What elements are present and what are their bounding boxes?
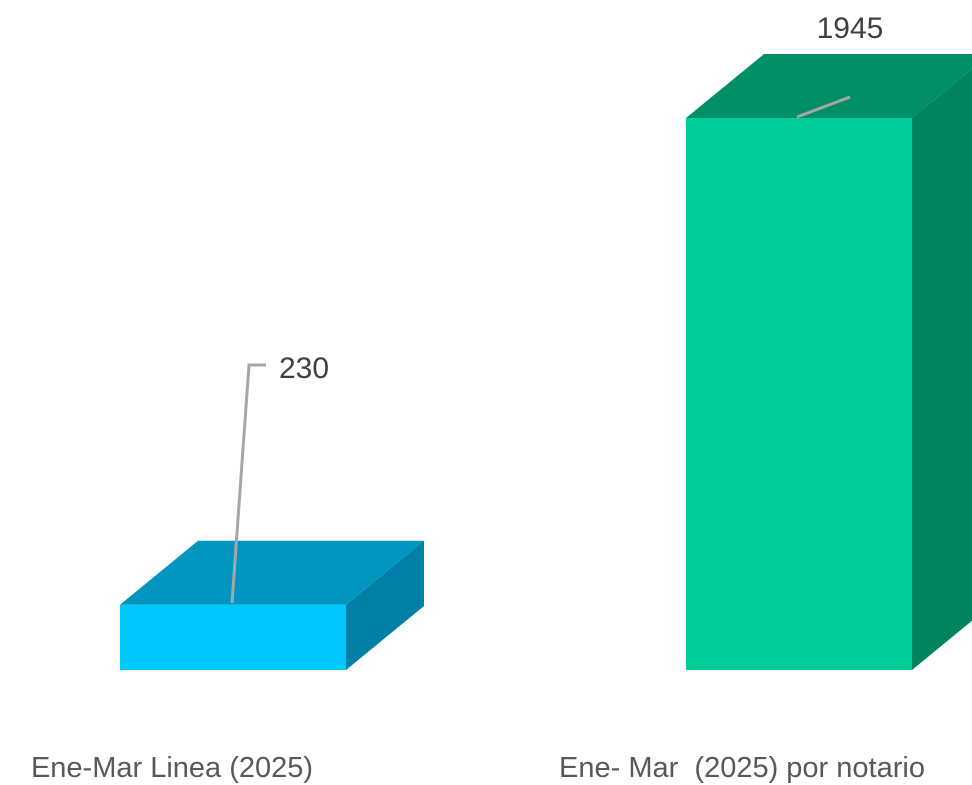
bar-2-side (912, 68, 972, 670)
bar-2-front (686, 118, 912, 670)
leader-line-1 (230, 363, 266, 604)
data-label-2: 1945 (817, 12, 884, 45)
bar-1-side (346, 540, 424, 670)
category-label-2: Ene- Mar (2025) por notario (559, 752, 925, 784)
bar-1-top (120, 540, 424, 605)
bar-2-top (686, 54, 972, 118)
leader-line-2 (796, 95, 851, 119)
data-label-1: 230 (279, 352, 329, 385)
bar-1-front (120, 604, 346, 670)
category-label-1: Ene-Mar Linea (2025) (31, 752, 313, 784)
